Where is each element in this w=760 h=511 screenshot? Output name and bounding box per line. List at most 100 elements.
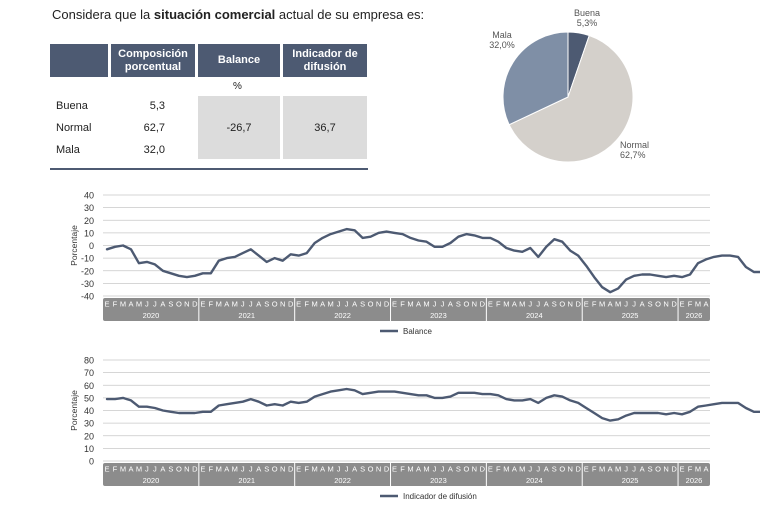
difusion-value: 36,7 bbox=[283, 96, 367, 159]
balance-month-tick: S bbox=[552, 300, 557, 309]
balance-month-tick: M bbox=[312, 300, 318, 309]
balance-month-tick: A bbox=[416, 300, 421, 309]
difusion-ylabel: Porcentaje bbox=[69, 390, 79, 431]
difusion-year-label-2025: 2025 bbox=[622, 476, 639, 485]
difusion-month-tick: A bbox=[224, 465, 229, 474]
balance-month-tick: A bbox=[320, 300, 325, 309]
difusion-month-tick: J bbox=[632, 465, 636, 474]
difusion-month-tick: N bbox=[280, 465, 285, 474]
balance-month-tick: S bbox=[648, 300, 653, 309]
difusion-month-tick: E bbox=[104, 465, 109, 474]
difusion-year-label-2020: 2020 bbox=[143, 476, 160, 485]
difusion-month-tick: A bbox=[352, 465, 357, 474]
balance-ytick: 20 bbox=[84, 216, 94, 226]
difusion-month-tick: F bbox=[688, 465, 693, 474]
row-value-mala: 32,0 bbox=[143, 144, 165, 156]
balance-month-tick: F bbox=[209, 300, 214, 309]
balance-month-tick: O bbox=[176, 300, 182, 309]
balance-month-tick: D bbox=[384, 300, 390, 309]
balance-month-tick: F bbox=[113, 300, 118, 309]
difusion-month-tick: M bbox=[407, 465, 413, 474]
difusion-month-tick: D bbox=[480, 465, 486, 474]
difusion-month-tick: N bbox=[184, 465, 189, 474]
difusion-month-tick: J bbox=[249, 465, 253, 474]
balance-month-tick: S bbox=[168, 300, 173, 309]
difusion-month-tick: S bbox=[456, 465, 461, 474]
balance-month-tick: O bbox=[463, 300, 469, 309]
balance-month-tick: S bbox=[456, 300, 461, 309]
balance-month-tick: A bbox=[640, 300, 645, 309]
balance-month-tick: M bbox=[503, 300, 509, 309]
difusion-month-tick: A bbox=[448, 465, 453, 474]
balance-year-label-2025: 2025 bbox=[622, 311, 639, 320]
difusion-month-tick: N bbox=[568, 465, 573, 474]
balance-month-tick: E bbox=[296, 300, 301, 309]
difusion-month-tick: E bbox=[392, 465, 397, 474]
balance-year-label-2024: 2024 bbox=[526, 311, 543, 320]
balance-month-tick: F bbox=[688, 300, 693, 309]
difusion-month-tick: O bbox=[655, 465, 661, 474]
pie-label-normal: Normal bbox=[620, 140, 649, 150]
difusion-month-tick: M bbox=[328, 465, 334, 474]
difusion-month-tick: J bbox=[337, 465, 341, 474]
difusion-month-tick: J bbox=[153, 465, 157, 474]
balance-month-tick: E bbox=[200, 300, 205, 309]
difusion-month-tick: M bbox=[136, 465, 142, 474]
difusion-ytick: 70 bbox=[84, 368, 94, 378]
difusion-month-tick: M bbox=[695, 465, 701, 474]
difusion-ytick: 10 bbox=[84, 444, 94, 454]
balance-month-tick: J bbox=[153, 300, 157, 309]
balance-month-tick: A bbox=[224, 300, 229, 309]
difusion-ytick: 60 bbox=[84, 381, 94, 391]
balance-month-tick: A bbox=[448, 300, 453, 309]
row-value-normal: 62,7 bbox=[143, 122, 165, 134]
difusion-month-tick: E bbox=[200, 465, 205, 474]
difusion-month-tick: M bbox=[599, 465, 605, 474]
difusion-month-tick: E bbox=[296, 465, 301, 474]
balance-legend-label: Balance bbox=[403, 327, 432, 336]
balance-month-tick: A bbox=[128, 300, 133, 309]
difusion-month-tick: D bbox=[192, 465, 198, 474]
row-label-normal: Normal bbox=[56, 122, 92, 134]
difusion-month-tick: A bbox=[703, 465, 708, 474]
balance-month-tick: E bbox=[680, 300, 685, 309]
balance-month-tick: J bbox=[345, 300, 349, 309]
balance-ytick: -10 bbox=[81, 254, 94, 264]
balance-month-tick: J bbox=[337, 300, 341, 309]
balance-month-tick: O bbox=[559, 300, 565, 309]
difusion-ytick: 20 bbox=[84, 431, 94, 441]
balance-month-tick: M bbox=[423, 300, 429, 309]
balance-month-tick: E bbox=[488, 300, 493, 309]
difusion-month-tick: D bbox=[384, 465, 390, 474]
balance-year-label-2022: 2022 bbox=[334, 311, 351, 320]
balance-month-tick: S bbox=[264, 300, 269, 309]
balance-month-tick: M bbox=[519, 300, 525, 309]
pie-label-buena: Buena bbox=[574, 8, 600, 18]
balance-month-tick: O bbox=[272, 300, 278, 309]
difusion-month-tick: F bbox=[209, 465, 214, 474]
difusion-month-tick: O bbox=[272, 465, 278, 474]
difusion-month-tick: S bbox=[648, 465, 653, 474]
difusion-month-tick: M bbox=[312, 465, 318, 474]
difusion-month-tick: J bbox=[145, 465, 149, 474]
balance-month-tick: A bbox=[703, 300, 708, 309]
difusion-month-tick: S bbox=[552, 465, 557, 474]
difusion-month-tick: S bbox=[264, 465, 269, 474]
balance-month-tick: A bbox=[608, 300, 613, 309]
difusion-month-tick: A bbox=[416, 465, 421, 474]
balance-month-tick: A bbox=[512, 300, 517, 309]
header-composicion: Composición porcentual bbox=[111, 44, 195, 77]
balance-ytick: 0 bbox=[89, 241, 94, 251]
difusion-ytick: 50 bbox=[84, 393, 94, 403]
balance-month-tick: N bbox=[472, 300, 477, 309]
difusion-month-tick: J bbox=[536, 465, 540, 474]
balance-month-tick: N bbox=[280, 300, 285, 309]
difusion-month-tick: S bbox=[360, 465, 365, 474]
difusion-month-tick: F bbox=[304, 465, 309, 474]
balance-ytick: -20 bbox=[81, 266, 94, 276]
difusion-month-tick: J bbox=[241, 465, 245, 474]
difusion-ytick: 80 bbox=[84, 356, 94, 366]
pie-value-mala: 32,0% bbox=[489, 40, 515, 50]
header-blank bbox=[50, 44, 108, 77]
balance-month-tick: A bbox=[160, 300, 165, 309]
